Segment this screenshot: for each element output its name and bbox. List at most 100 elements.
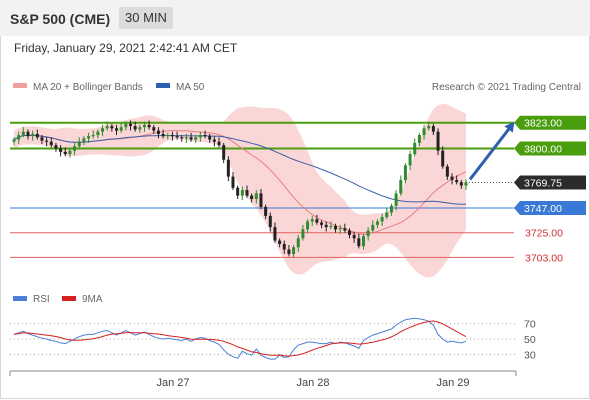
- rsi-ma-legend-swatch: [62, 296, 76, 301]
- candle-body: [184, 137, 188, 139]
- candle-body: [35, 133, 39, 138]
- candle-body: [161, 133, 165, 137]
- candle-body: [166, 135, 170, 137]
- candle-body: [352, 234, 356, 239]
- candle-body: [45, 140, 49, 142]
- candle-body: [394, 193, 398, 206]
- candle-body: [389, 205, 393, 213]
- candle-body: [110, 126, 114, 129]
- candle-body: [254, 193, 258, 200]
- candle-body: [371, 224, 375, 231]
- ma20-legend-swatch: [13, 83, 27, 88]
- ma50-legend-swatch: [156, 83, 170, 88]
- candle-body: [399, 179, 403, 194]
- candle-body: [40, 137, 44, 141]
- pivot-level-tag: [514, 201, 586, 216]
- candle-body: [68, 150, 72, 155]
- candle-body: [189, 137, 193, 140]
- candle-body: [287, 249, 291, 255]
- candle-body: [133, 126, 137, 130]
- candle-body: [236, 187, 240, 196]
- instrument-title: S&P 500 (CME): [10, 11, 111, 27]
- candle-body: [63, 151, 67, 155]
- rsi-tick-label: 30: [524, 349, 536, 361]
- candle-body: [268, 215, 272, 228]
- candle-body: [73, 146, 77, 151]
- candle-body: [105, 126, 109, 129]
- candle-body: [222, 145, 226, 160]
- rsi-ma-line: [13, 320, 467, 357]
- candle-body: [175, 136, 179, 138]
- candle-body: [445, 166, 449, 177]
- resistance-level-tag: [514, 141, 586, 156]
- candle-body: [212, 139, 216, 142]
- candle-body: [96, 131, 100, 136]
- rsi-ma-legend-label: 9MA: [82, 294, 103, 305]
- candle-body: [292, 247, 296, 255]
- candle-body: [77, 141, 81, 147]
- candle-body: [128, 123, 132, 127]
- candle-body: [282, 243, 286, 250]
- candle-body: [194, 137, 198, 140]
- rsi-plot-area: 70 50 30: [10, 317, 536, 361]
- candle-body: [91, 135, 95, 137]
- candle-body: [361, 236, 365, 247]
- candle-body: [380, 216, 384, 222]
- candle-body: [208, 136, 212, 140]
- candle-body: [250, 195, 254, 200]
- time-tick-label: Jan 29: [436, 377, 469, 389]
- candle-body: [464, 182, 468, 186]
- candle-body: [306, 221, 310, 230]
- candle-body: [82, 138, 86, 142]
- candle-body: [273, 227, 277, 241]
- candle-body: [119, 127, 123, 131]
- candle-body: [408, 154, 412, 166]
- candle-body: [115, 128, 119, 131]
- candle-body: [436, 131, 440, 151]
- resistance-level-label: 3800.00: [524, 144, 562, 156]
- ma50-line: [13, 134, 467, 205]
- last-level-tag: [514, 175, 586, 190]
- bollinger-band: [14, 103, 466, 278]
- support-level-label: 3703.00: [525, 252, 563, 264]
- candle-body: [417, 135, 421, 143]
- candle-body: [138, 127, 142, 130]
- resistance-level-label: 3823.00: [524, 118, 562, 130]
- pivot-level-label: 3747.00: [524, 203, 562, 215]
- rsi-tick-label: 70: [524, 319, 536, 331]
- candle-body: [455, 179, 459, 183]
- interval-badge[interactable]: 30 MIN: [119, 7, 173, 29]
- copyright-text: Research © 2021 Trading Central: [432, 82, 581, 93]
- candle-body: [422, 128, 426, 136]
- candle-body: [203, 135, 207, 137]
- candle-body: [156, 130, 160, 134]
- chart-datetime: Friday, January 29, 2021 2:42:41 AM CET: [14, 41, 238, 55]
- candle-body: [31, 133, 35, 137]
- candle-body: [259, 193, 263, 207]
- time-tick-label: Jan 28: [296, 377, 329, 389]
- candle-body: [49, 141, 53, 146]
- candle-body: [180, 137, 184, 139]
- ma20-legend-label: MA 20 + Bollinger Bands: [33, 82, 143, 93]
- candle-body: [357, 238, 361, 247]
- candle-body: [21, 131, 25, 136]
- candle-body: [240, 190, 244, 196]
- candle-body: [245, 190, 249, 196]
- candle-body: [320, 222, 324, 225]
- forecast-arrow-head: [504, 121, 515, 133]
- resistance-level-tag: [514, 115, 586, 130]
- candle-body: [147, 124, 151, 128]
- price-plot-area: 3823.00 3800.00 3769.75 3747.00 3725.00 3703.…: [10, 103, 586, 278]
- candle-body: [198, 135, 202, 138]
- ma50-legend-label: MA 50: [176, 82, 205, 93]
- candle-body: [59, 148, 63, 152]
- time-axis: Jan 27 Jan 28 Jan 29: [9, 370, 517, 389]
- rsi-tick-label: 50: [524, 334, 536, 346]
- candle-body: [17, 135, 21, 140]
- candle-body: [152, 127, 156, 131]
- candle-body: [348, 230, 352, 235]
- candle-body: [87, 136, 91, 139]
- candle-body: [278, 240, 282, 244]
- candle-body: [170, 135, 174, 137]
